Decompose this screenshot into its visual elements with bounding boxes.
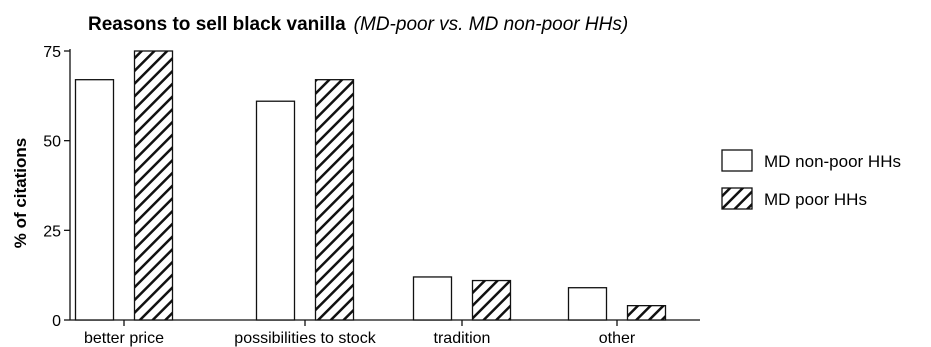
legend-label: MD poor HHs	[764, 190, 867, 209]
x-tick-label: other	[599, 330, 636, 347]
bar-md-poor	[314, 79, 355, 321]
x-tick-label: possibilities to stock	[234, 330, 376, 347]
y-tick-label: 25	[43, 223, 61, 240]
bar-md-poor	[133, 50, 174, 321]
chart-title: Reasons to sell black vanilla (MD-poor vs…	[88, 14, 628, 35]
bar-md-non-poor	[567, 287, 608, 321]
axes: 0 25 50 75 better price possibilities to stoc…	[43, 44, 700, 347]
y-tick-label: 50	[43, 134, 61, 151]
x-tick-label: better price	[84, 330, 164, 347]
legend-swatch	[721, 187, 753, 210]
x-tick-label: tradition	[434, 330, 491, 347]
legend-label: MD non-poor HHs	[764, 152, 901, 171]
y-axis-title: % of citations	[11, 138, 30, 249]
y-tick-label: 0	[52, 313, 61, 330]
y-tick-label: 75	[43, 44, 61, 61]
chart-title-main: Reasons to sell black vanilla	[88, 14, 346, 35]
bar-md-poor	[471, 279, 512, 321]
bar-md-non-poor	[255, 100, 296, 321]
bar-md-non-poor	[412, 276, 453, 321]
chart-subtitle: (MD-poor vs. MD non-poor HHs)	[354, 14, 629, 35]
bar-md-non-poor	[74, 79, 115, 321]
bars	[74, 50, 667, 321]
bar-md-poor	[626, 305, 667, 321]
legend-swatch	[721, 149, 753, 172]
legend: MD non-poor HHs MD poor HHs	[721, 149, 901, 210]
